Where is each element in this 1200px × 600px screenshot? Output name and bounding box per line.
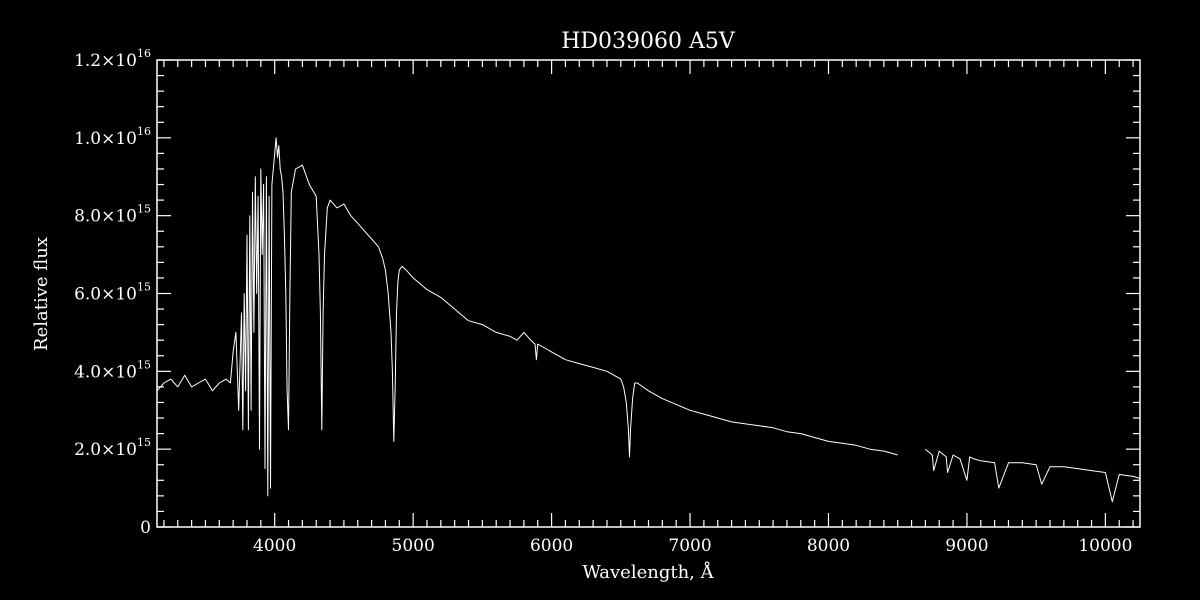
y-tick-mantissa: 1.0×10 bbox=[74, 129, 137, 149]
y-tick-label: 1.2×1016 bbox=[74, 47, 151, 71]
y-tick-mantissa: 4.0×10 bbox=[74, 362, 137, 382]
x-tick-labels: 4000 5000 6000 7000 8000 9000 10000 bbox=[253, 536, 1132, 556]
y-tick-exponent: 16 bbox=[137, 125, 151, 138]
axis-ticks bbox=[157, 59, 1140, 528]
y-tick-label: 8.0×1015 bbox=[74, 203, 151, 227]
y-tick-label: 1.0×1016 bbox=[74, 125, 151, 149]
y-tick-exponent: 15 bbox=[137, 203, 151, 216]
y-tick-label: 4.0×1015 bbox=[74, 358, 151, 382]
x-tick-label: 8000 bbox=[807, 536, 850, 556]
chart-title: HD039060 A5V bbox=[561, 29, 736, 54]
y-tick-exponent: 15 bbox=[137, 358, 151, 371]
y-axis-label: Relative flux bbox=[31, 237, 52, 351]
plot-frame bbox=[156, 59, 1141, 528]
y-tick-labels: 02.0×10154.0×10156.0×10158.0×10151.0×101… bbox=[74, 47, 151, 538]
spectrum-line bbox=[925, 448, 1141, 503]
y-tick-mantissa: 6.0×10 bbox=[74, 285, 137, 305]
x-tick-label: 6000 bbox=[530, 536, 573, 556]
x-tick-label: 7000 bbox=[668, 536, 711, 556]
x-tick-label: 10000 bbox=[1078, 536, 1132, 556]
series-layer bbox=[156, 137, 1141, 503]
y-tick-label: 2.0×1015 bbox=[74, 436, 151, 460]
y-tick-exponent: 15 bbox=[137, 281, 151, 294]
y-tick-label: 0 bbox=[140, 518, 151, 538]
y-tick-exponent: 16 bbox=[137, 47, 151, 60]
x-tick-label: 4000 bbox=[253, 536, 296, 556]
spectrum-line bbox=[156, 137, 898, 497]
y-tick-mantissa: 1.2×10 bbox=[74, 51, 137, 71]
x-tick-label: 9000 bbox=[945, 536, 988, 556]
plot-area bbox=[156, 59, 1141, 528]
y-tick-mantissa: 8.0×10 bbox=[74, 207, 137, 227]
y-tick-label: 6.0×1015 bbox=[74, 281, 151, 305]
y-tick-exponent: 15 bbox=[137, 436, 151, 449]
y-tick-mantissa: 0 bbox=[140, 518, 151, 538]
y-tick-mantissa: 2.0×10 bbox=[74, 440, 137, 460]
x-axis-label: Wavelength, Å bbox=[582, 561, 714, 583]
x-tick-label: 5000 bbox=[392, 536, 435, 556]
